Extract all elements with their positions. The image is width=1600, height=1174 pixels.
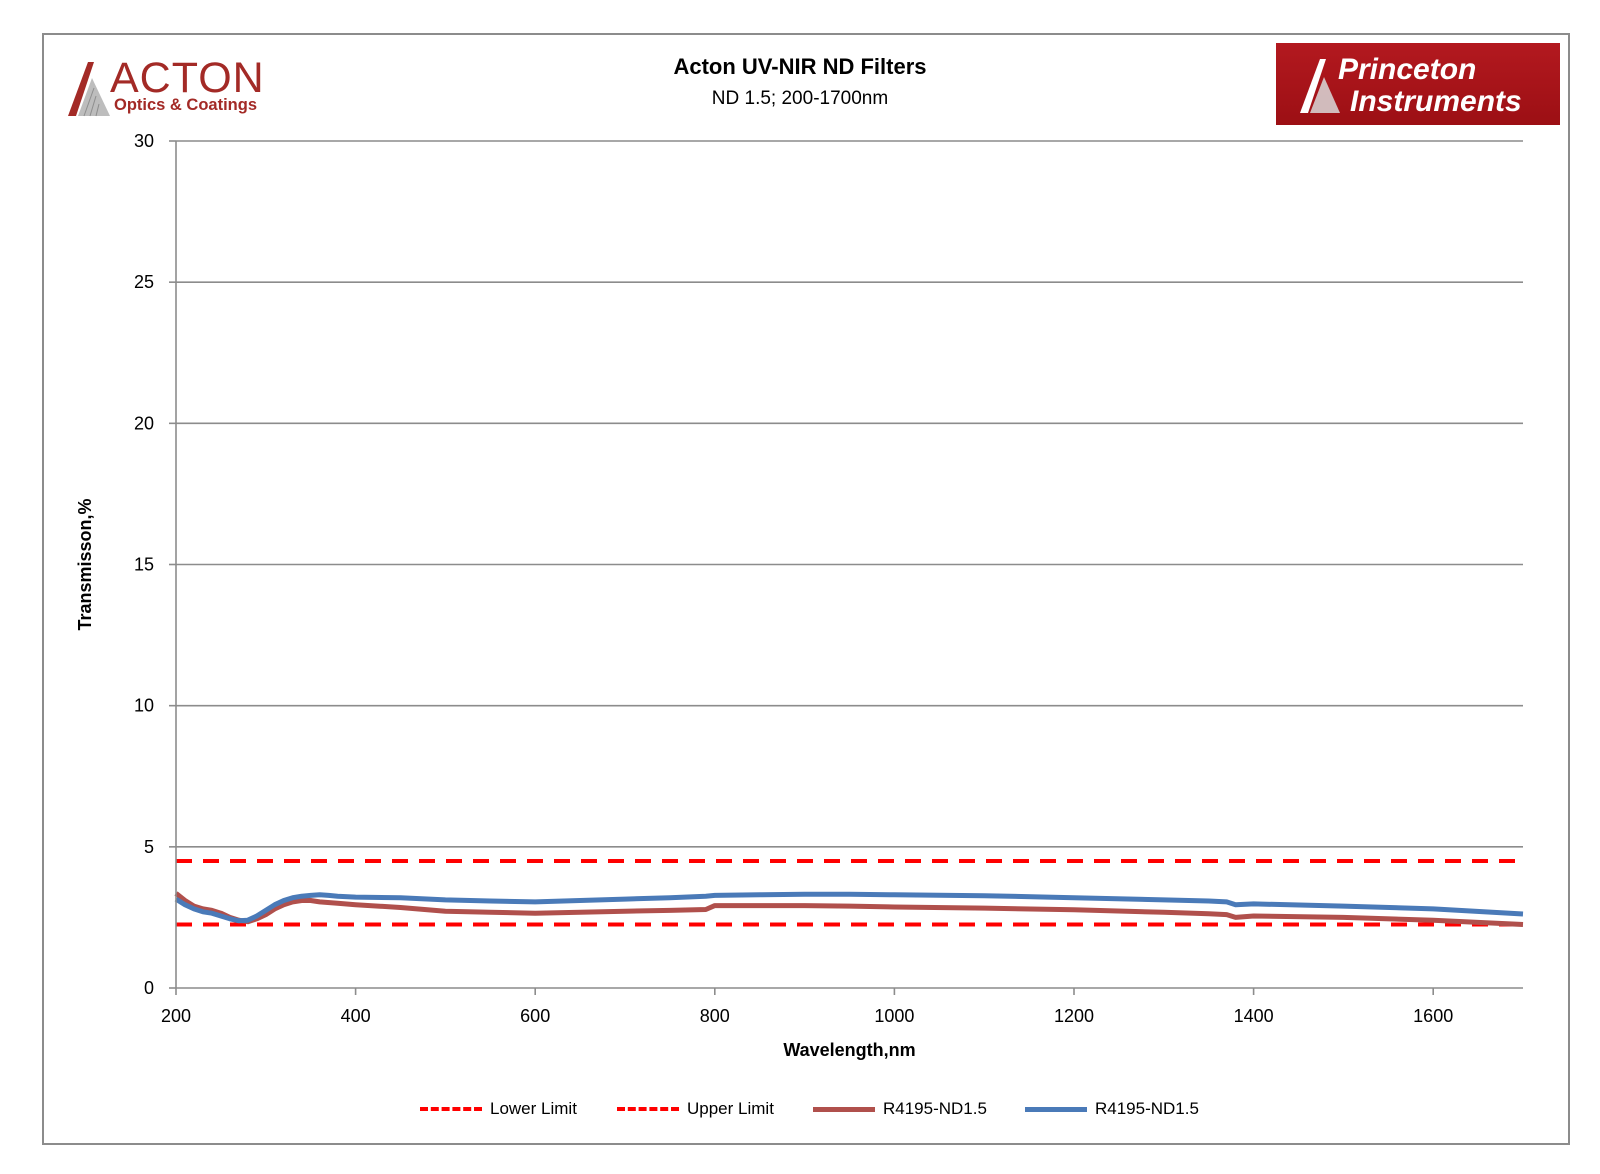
x-tick-label: 200	[161, 1006, 191, 1026]
y-tick-label: 5	[144, 837, 154, 857]
chart-frame	[42, 33, 1570, 1145]
legend-item-1: Lower Limit	[420, 1096, 577, 1122]
legend-label: Upper Limit	[687, 1099, 774, 1118]
legend-swatch	[617, 1107, 679, 1111]
legend-label: Lower Limit	[490, 1099, 577, 1118]
x-tick-label: 1400	[1234, 1006, 1274, 1026]
y-tick-label: 10	[134, 696, 154, 716]
acton-logo-word: ACTON	[110, 54, 265, 102]
princeton-instruments-logo: Princeton Instruments	[1276, 43, 1560, 125]
y-tick-label: 30	[134, 131, 154, 151]
chart-subtitle: ND 1.5; 200-1700nm	[711, 88, 889, 109]
acton-logo-mark-icon	[68, 62, 110, 117]
legend-label: R4195-ND1.5	[883, 1099, 987, 1118]
x-tick-label: 1200	[1054, 1006, 1094, 1026]
legend-swatch	[813, 1106, 875, 1112]
y-tick-label: 20	[134, 413, 154, 433]
legend: Lower Limit Upper Limit R4195-ND1.5 R4195-N…	[0, 1096, 1600, 1122]
series-line-4	[174, 891, 1524, 924]
x-tick-label: 1600	[1413, 1006, 1453, 1026]
princeton-logo-line1: Princeton	[1338, 53, 1477, 86]
legend-label: R4195-ND1.5	[1095, 1099, 1199, 1118]
chart-title: Acton UV-NIR ND Filters	[673, 54, 927, 79]
legend-item-2: Upper Limit	[617, 1096, 774, 1122]
x-axis-title: Wavelength,nm	[783, 1040, 915, 1060]
x-tick-label: 600	[520, 1006, 550, 1026]
legend-item-4: R4195-ND1.5	[1025, 1096, 1199, 1122]
y-tick-label: 25	[134, 272, 154, 292]
acton-logo: ACTON Optics & Coatings	[66, 54, 296, 120]
princeton-logo-line2: Instruments	[1350, 85, 1522, 118]
x-tick-label: 800	[700, 1006, 730, 1026]
y-tick-label: 0	[144, 978, 154, 998]
legend-swatch	[420, 1107, 482, 1111]
acton-logo-subtitle: Optics & Coatings	[114, 96, 258, 114]
x-tick-label: 1000	[874, 1006, 914, 1026]
y-tick-label: 15	[134, 555, 154, 575]
y-axis-title: Transmisson,%	[75, 498, 95, 630]
legend-item-3: R4195-ND1.5	[813, 1096, 987, 1122]
x-tick-label: 400	[341, 1006, 371, 1026]
legend-swatch	[1025, 1106, 1087, 1112]
princeton-logo-mark-icon	[1300, 59, 1340, 113]
